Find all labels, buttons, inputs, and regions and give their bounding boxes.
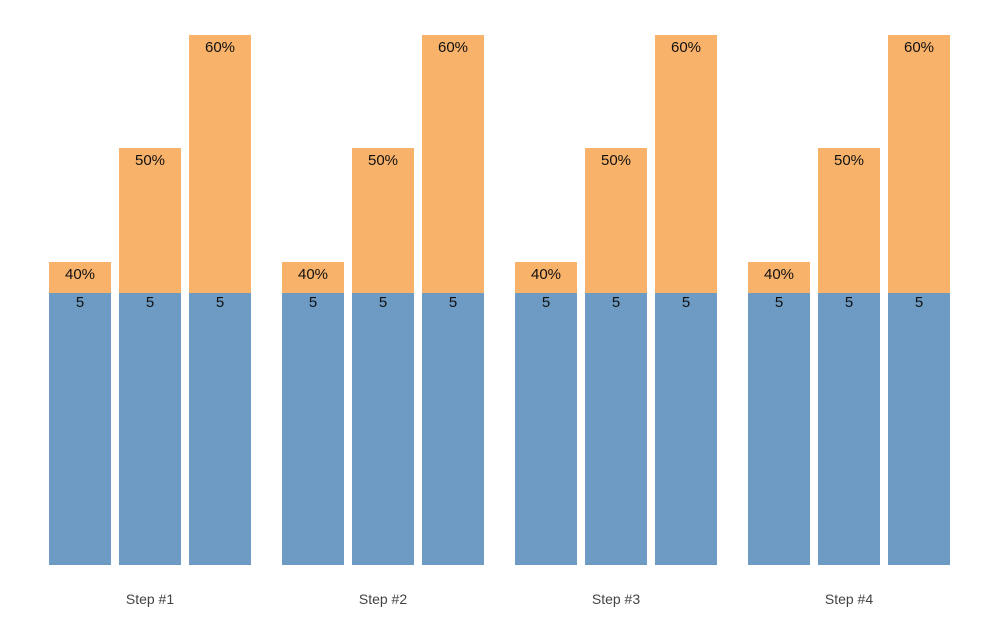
base-segment: 5 xyxy=(422,293,484,565)
bar-group-step-3: 40% 5 50% 5 60% 5 Step #3 xyxy=(515,0,717,618)
bar-60%: 60% 5 xyxy=(655,35,717,565)
base-value-label: 5 xyxy=(378,294,388,311)
bar-50%: 50% 5 xyxy=(119,148,181,565)
bar-group-step-4: 40% 5 50% 5 60% 5 Step #4 xyxy=(748,0,950,618)
percent-segment: 60% xyxy=(655,35,717,293)
base-value-label: 5 xyxy=(541,294,551,311)
base-value-label: 5 xyxy=(774,294,784,311)
percent-label: 50% xyxy=(134,152,166,169)
percent-label: 50% xyxy=(600,152,632,169)
base-value-label: 5 xyxy=(844,294,854,311)
percent-segment: 50% xyxy=(119,148,181,293)
percent-label: 60% xyxy=(903,39,935,56)
base-value-label: 5 xyxy=(308,294,318,311)
bar-50%: 50% 5 xyxy=(352,148,414,565)
base-segment: 5 xyxy=(189,293,251,565)
bar-60%: 60% 5 xyxy=(422,35,484,565)
base-segment: 5 xyxy=(119,293,181,565)
percent-segment: 60% xyxy=(888,35,950,293)
base-segment: 5 xyxy=(888,293,950,565)
base-value-label: 5 xyxy=(681,294,691,311)
percent-label: 40% xyxy=(64,266,96,283)
percent-label: 50% xyxy=(367,152,399,169)
percent-segment: 40% xyxy=(515,262,577,293)
base-value-label: 5 xyxy=(75,294,85,311)
percent-segment: 40% xyxy=(748,262,810,293)
base-segment: 5 xyxy=(49,293,111,565)
category-label: Step #4 xyxy=(824,591,874,607)
percent-label: 60% xyxy=(670,39,702,56)
base-value-label: 5 xyxy=(448,294,458,311)
percent-label: 50% xyxy=(833,152,865,169)
percent-segment: 60% xyxy=(189,35,251,293)
base-segment: 5 xyxy=(515,293,577,565)
base-segment: 5 xyxy=(748,293,810,565)
percent-label: 60% xyxy=(204,39,236,56)
bar-60%: 60% 5 xyxy=(189,35,251,565)
bar-group-step-1: 40% 5 50% 5 60% 5 Step #1 xyxy=(49,0,251,618)
base-segment: 5 xyxy=(282,293,344,565)
base-value-label: 5 xyxy=(611,294,621,311)
bars-row: 40% 5 50% 5 60% 5 xyxy=(282,0,484,565)
percent-segment: 50% xyxy=(352,148,414,293)
base-segment: 5 xyxy=(585,293,647,565)
percent-segment: 40% xyxy=(49,262,111,293)
percent-label: 40% xyxy=(297,266,329,283)
percent-label: 40% xyxy=(530,266,562,283)
bars-row: 40% 5 50% 5 60% 5 xyxy=(515,0,717,565)
percent-label: 60% xyxy=(437,39,469,56)
bars-row: 40% 5 50% 5 60% 5 xyxy=(49,0,251,565)
bar-50%: 50% 5 xyxy=(818,148,880,565)
category-label: Step #1 xyxy=(125,591,175,607)
percent-segment: 60% xyxy=(422,35,484,293)
category-label: Step #2 xyxy=(358,591,408,607)
category-label: Step #3 xyxy=(591,591,641,607)
base-segment: 5 xyxy=(818,293,880,565)
bar-40%: 40% 5 xyxy=(49,262,111,565)
percent-segment: 50% xyxy=(585,148,647,293)
bar-40%: 40% 5 xyxy=(282,262,344,565)
bar-40%: 40% 5 xyxy=(515,262,577,565)
percent-segment: 50% xyxy=(818,148,880,293)
bar-60%: 60% 5 xyxy=(888,35,950,565)
base-value-label: 5 xyxy=(215,294,225,311)
base-value-label: 5 xyxy=(914,294,924,311)
bar-50%: 50% 5 xyxy=(585,148,647,565)
bar-40%: 40% 5 xyxy=(748,262,810,565)
bar-group-step-2: 40% 5 50% 5 60% 5 Step #2 xyxy=(282,0,484,618)
bars-row: 40% 5 50% 5 60% 5 xyxy=(748,0,950,565)
percent-segment: 40% xyxy=(282,262,344,293)
base-segment: 5 xyxy=(655,293,717,565)
percent-label: 40% xyxy=(763,266,795,283)
base-value-label: 5 xyxy=(145,294,155,311)
base-segment: 5 xyxy=(352,293,414,565)
